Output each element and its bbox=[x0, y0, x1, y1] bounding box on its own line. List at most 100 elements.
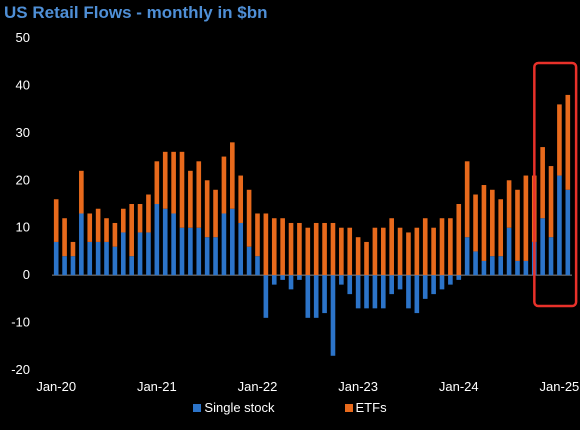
legend-label-etfs: ETFs bbox=[355, 400, 387, 415]
bar-single-stock bbox=[271, 275, 277, 285]
x-tick-label: Jan-22 bbox=[238, 379, 278, 394]
chart-title: US Retail Flows - monthly in $bn bbox=[4, 3, 268, 22]
bar-etfs bbox=[473, 194, 478, 252]
bar-etfs bbox=[288, 222, 294, 276]
bar-etfs bbox=[154, 161, 160, 204]
y-tick-label: 20 bbox=[16, 172, 30, 187]
bar-single-stock bbox=[431, 275, 436, 295]
x-tick-label: Jan-25 bbox=[540, 379, 580, 394]
y-tick-label: 40 bbox=[16, 77, 30, 92]
bar-single-stock bbox=[557, 175, 562, 276]
bar-etfs bbox=[146, 194, 151, 233]
bar-etfs bbox=[221, 156, 227, 214]
bar-etfs bbox=[380, 227, 386, 276]
bar-single-stock bbox=[230, 208, 235, 276]
bar-etfs bbox=[112, 222, 118, 247]
bar-single-stock bbox=[330, 275, 336, 356]
bar-single-stock bbox=[397, 275, 403, 290]
bar-single-stock bbox=[87, 241, 93, 276]
bar-etfs bbox=[171, 151, 176, 214]
bar-etfs bbox=[188, 170, 193, 228]
bar-etfs bbox=[355, 237, 361, 276]
bar-etfs bbox=[523, 175, 529, 261]
bar-etfs bbox=[490, 189, 495, 257]
bar-single-stock bbox=[313, 275, 319, 318]
bar-single-stock bbox=[548, 237, 554, 276]
bar-single-stock bbox=[339, 275, 344, 285]
bar-single-stock bbox=[129, 256, 134, 276]
bar-etfs bbox=[372, 227, 378, 276]
bar-etfs bbox=[397, 227, 403, 276]
bar-etfs bbox=[120, 208, 126, 233]
bar-etfs bbox=[431, 227, 436, 276]
bar-etfs bbox=[238, 175, 244, 223]
bar-etfs bbox=[515, 189, 520, 261]
bar-single-stock bbox=[565, 189, 571, 276]
bar-single-stock bbox=[347, 275, 353, 295]
bar-single-stock bbox=[162, 208, 168, 276]
legend-label-single-stock: Single stock bbox=[204, 400, 275, 415]
bar-etfs bbox=[414, 227, 420, 276]
y-tick-label: 0 bbox=[23, 267, 30, 282]
bar-single-stock bbox=[364, 275, 369, 309]
bar-etfs bbox=[464, 161, 470, 238]
bar-single-stock bbox=[464, 237, 470, 276]
bar-single-stock bbox=[288, 275, 294, 290]
bar-etfs bbox=[448, 218, 453, 276]
legend-swatch-etfs bbox=[344, 403, 353, 412]
y-tick-label: -10 bbox=[11, 315, 30, 330]
bar-single-stock bbox=[62, 256, 67, 276]
bar-etfs bbox=[137, 204, 143, 233]
legend: Single stock ETFs bbox=[0, 400, 580, 415]
x-tick-label: Jan-24 bbox=[439, 379, 479, 394]
bar-single-stock bbox=[540, 218, 545, 276]
x-tick-label: Jan-23 bbox=[338, 379, 378, 394]
bar-single-stock bbox=[221, 213, 227, 276]
bar-etfs bbox=[422, 218, 428, 276]
bar-etfs bbox=[548, 166, 554, 238]
bar-etfs bbox=[347, 227, 353, 276]
legend-item-etfs: ETFs bbox=[344, 400, 387, 415]
bar-etfs bbox=[204, 180, 210, 238]
x-tick-label: Jan-20 bbox=[36, 379, 76, 394]
bar-single-stock bbox=[490, 256, 495, 276]
bar-etfs bbox=[364, 241, 369, 276]
bar-single-stock bbox=[154, 204, 160, 276]
bar-single-stock bbox=[448, 275, 453, 285]
bar-etfs bbox=[557, 104, 562, 176]
x-tick-label: Jan-21 bbox=[137, 379, 177, 394]
bar-single-stock bbox=[498, 256, 504, 276]
bar-single-stock bbox=[104, 241, 109, 276]
bar-single-stock bbox=[246, 246, 252, 276]
bar-etfs bbox=[389, 218, 394, 276]
bar-single-stock bbox=[523, 260, 529, 276]
bar-single-stock bbox=[473, 251, 478, 276]
bar-single-stock bbox=[422, 275, 428, 299]
bar-single-stock bbox=[204, 237, 210, 276]
bar-single-stock bbox=[255, 256, 260, 276]
bar-single-stock bbox=[79, 213, 84, 276]
bar-etfs bbox=[313, 222, 319, 276]
bar-single-stock bbox=[95, 241, 101, 276]
bar-etfs bbox=[79, 170, 84, 214]
bar-single-stock bbox=[146, 232, 151, 276]
bar-etfs bbox=[540, 147, 545, 219]
bar-single-stock bbox=[506, 227, 512, 276]
bar-etfs bbox=[246, 189, 252, 247]
bar-single-stock bbox=[515, 260, 520, 276]
bar-etfs bbox=[179, 151, 185, 228]
bar-etfs bbox=[62, 218, 67, 257]
bar-etfs bbox=[280, 218, 285, 276]
bar-etfs bbox=[439, 218, 445, 276]
bar-single-stock bbox=[120, 232, 126, 276]
bar-single-stock bbox=[280, 275, 285, 280]
bar-single-stock bbox=[171, 213, 176, 276]
y-tick-label: 30 bbox=[16, 125, 30, 140]
bar-single-stock bbox=[355, 275, 361, 309]
bar-etfs bbox=[565, 94, 571, 190]
bar-single-stock bbox=[53, 241, 59, 276]
y-tick-label: -20 bbox=[11, 362, 30, 377]
bar-etfs bbox=[481, 185, 487, 261]
bar-etfs bbox=[456, 204, 462, 276]
bar-single-stock bbox=[322, 275, 327, 314]
